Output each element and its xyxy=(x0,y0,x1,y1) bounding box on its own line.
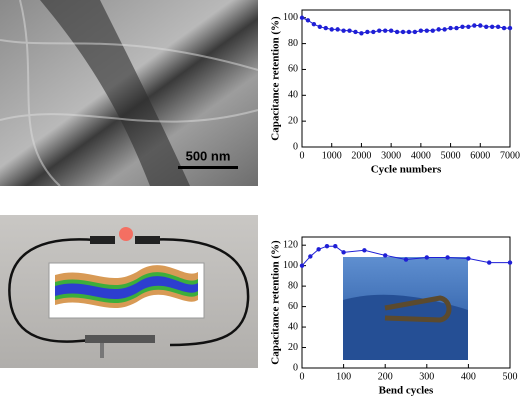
data-point xyxy=(424,255,429,260)
data-point xyxy=(484,24,489,30)
y-axis-label: Capacitance retention (%) xyxy=(270,16,282,141)
plot-frame xyxy=(301,236,511,369)
data-point xyxy=(478,23,483,28)
y-tick-label: 60 xyxy=(288,301,298,312)
x-axis-label: Cycle numbers xyxy=(371,164,442,176)
data-point xyxy=(335,27,340,32)
x-tick-label: 1000 xyxy=(322,150,342,161)
data-point xyxy=(487,260,492,265)
bend-photo xyxy=(343,257,468,360)
data-point xyxy=(495,24,501,30)
x-tick-label: 100 xyxy=(336,371,351,382)
data-point xyxy=(377,28,382,33)
plot-frame xyxy=(301,9,511,148)
data-point xyxy=(365,29,370,35)
data-point xyxy=(341,28,346,33)
y-tick-label: 40 xyxy=(288,321,298,332)
data-point xyxy=(329,27,334,32)
data-point xyxy=(466,256,471,261)
x-tick-label: 2000 xyxy=(351,150,371,161)
data-point xyxy=(430,28,435,33)
data-point xyxy=(445,255,450,260)
data-point xyxy=(424,28,429,33)
x-tick-label: 200 xyxy=(378,371,393,382)
y-tick-label: 0 xyxy=(293,141,298,152)
y-tick-label: 120 xyxy=(283,239,298,250)
data-point xyxy=(442,27,447,32)
data-point xyxy=(472,23,477,28)
x-tick-label: 400 xyxy=(461,371,476,382)
x-tick-label: 6000 xyxy=(470,150,490,161)
data-point xyxy=(305,18,311,23)
y-tick-label: 100 xyxy=(283,12,298,23)
data-point xyxy=(406,29,412,35)
data-point xyxy=(412,29,418,35)
data-point xyxy=(418,28,424,33)
data-point xyxy=(323,25,328,31)
data-point xyxy=(333,244,338,249)
y-tick-label: 20 xyxy=(288,342,298,353)
data-point xyxy=(347,28,352,33)
x-tick-label: 0 xyxy=(300,150,305,161)
y-tick-label: 100 xyxy=(283,260,298,271)
data-point xyxy=(448,25,453,31)
data-point xyxy=(400,29,406,35)
sem-image: 500 nm xyxy=(0,0,259,187)
data-point xyxy=(324,244,330,249)
y-tick-label: 20 xyxy=(288,115,298,126)
data-point xyxy=(341,250,346,255)
data-point xyxy=(436,27,441,32)
data-point xyxy=(317,24,323,30)
y-axis-label: Capacitance retention (%) xyxy=(270,240,282,365)
x-tick-label: 500 xyxy=(503,371,518,382)
data-point xyxy=(362,248,367,253)
data-point xyxy=(353,29,358,35)
data-point xyxy=(388,28,394,33)
x-tick-label: 7000 xyxy=(500,150,520,161)
x-axis-label: Bend cycles xyxy=(379,385,434,397)
data-point xyxy=(403,257,409,262)
data-point xyxy=(394,29,400,35)
data-point xyxy=(507,260,513,265)
scale-bar-label: 500 nm xyxy=(186,148,231,163)
y-tick-label: 60 xyxy=(288,64,298,75)
data-point xyxy=(460,24,465,30)
data-point xyxy=(489,24,495,30)
data-point xyxy=(359,31,364,36)
x-tick-label: 4000 xyxy=(411,150,431,161)
data-point xyxy=(371,29,376,35)
y-tick-label: 0 xyxy=(293,362,298,373)
y-tick-label: 40 xyxy=(288,90,298,101)
x-tick-label: 300 xyxy=(419,371,434,382)
x-tick-label: 5000 xyxy=(441,150,461,161)
data-point xyxy=(383,253,388,258)
data-point xyxy=(501,25,507,31)
data-point xyxy=(454,25,459,31)
data-point xyxy=(299,15,305,20)
data-point xyxy=(308,254,313,259)
x-tick-label: 3000 xyxy=(381,150,401,161)
data-point xyxy=(316,247,321,252)
y-tick-label: 80 xyxy=(288,280,298,291)
x-tick-label: 0 xyxy=(300,371,305,382)
y-tick-label: 80 xyxy=(288,38,298,49)
data-point xyxy=(299,263,305,268)
device-photo xyxy=(0,215,258,368)
data-point xyxy=(466,24,471,30)
data-point xyxy=(383,28,388,33)
data-point xyxy=(311,22,317,27)
data-point xyxy=(507,25,513,31)
